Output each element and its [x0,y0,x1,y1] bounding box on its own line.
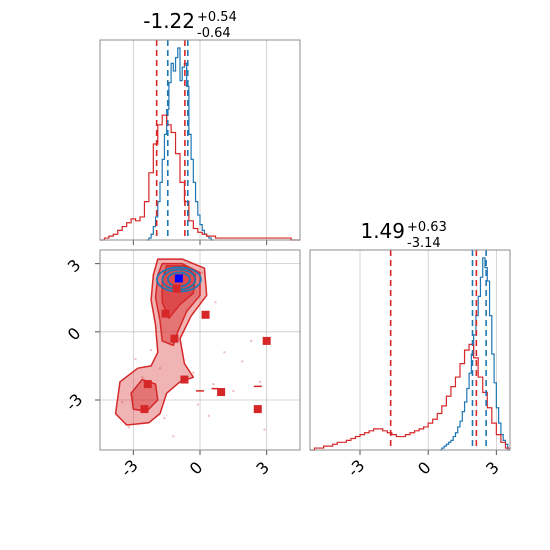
scatter-frame [99,249,301,451]
scatter-sample-dot-3 [192,371,195,374]
hist2-title-median: 1.49 [360,219,405,243]
scatter-blue-marker-0 [174,274,183,283]
hist1-title: -1.22 +0.54-0.64 [143,9,237,41]
scatter-sample-dot-12 [127,426,130,429]
scatter-sample-dot-8 [172,435,175,438]
scatter-sample-dot-1 [141,376,144,379]
hist1-blue-series [146,47,214,241]
scatter-red-marker-8 [140,405,149,414]
scatter-sample-dot-7 [121,401,124,404]
hist1-title-minus: -0.64 [197,26,231,41]
hist2-xtick-label-0: -3 [344,456,369,481]
hist1-red-series [100,114,300,241]
scatter-sample-dot-14 [214,301,217,304]
scatter-sample-dot-13 [201,271,204,274]
hist2-blue-series [439,257,510,451]
scatter-sample-dot-6 [259,380,261,383]
hist1-title-median: -1.22 [143,9,195,33]
hist1-title-plus: +0.54 [197,10,237,25]
scatter-red-marker-9 [253,405,262,414]
hist2-title-plus: +0.63 [407,220,447,235]
scatter-red-marker-3 [170,334,179,343]
scatter-red-marker-2 [201,310,210,319]
scatter-sample-dot-9 [207,414,210,417]
scatter-ytick-label-0: -3 [62,390,87,415]
hist2-frame [309,249,511,451]
scatter-red-marker-1 [161,309,170,318]
scatter-sample-dot-19 [163,417,166,420]
scatter-red-marker-6 [143,380,152,389]
scatter-sample-dot-17 [250,339,253,342]
scatter-red-marker-4 [180,375,189,384]
scatter-sample-dot-10 [263,428,266,431]
scatter-sample-dot-4 [212,383,215,386]
scatter-xtick-label-2: 3 [252,458,273,479]
hist2-xtick-label-2: 3 [482,458,503,479]
scatter-red-marker-5 [262,336,271,345]
scatter-ytick-label-2: 3 [64,255,85,276]
hist1-frame [99,39,301,241]
scatter-sample-dot-16 [223,351,226,354]
scatter-xtick-label-1: 0 [186,458,207,479]
hist2-title: 1.49 +0.63-3.14 [360,219,446,251]
scatter-red-marker-0 [172,284,181,293]
scatter-red-marker-7 [217,388,226,397]
scatter-sample-dot-5 [232,389,235,392]
scatter-ytick-label-1: 0 [64,324,85,345]
scatter-sample-dot-11 [241,360,244,363]
scatter-sample-dot-2 [159,367,161,370]
scatter-sample-dot-0 [134,358,137,361]
scatter-sample-dot-18 [196,403,199,406]
scatter-sample-dot-15 [150,349,153,351]
hist2-xtick-label-1: 0 [414,458,435,479]
hist2-title-minus: -3.14 [407,236,441,251]
hist2-red-series [310,343,511,451]
scatter-xtick-label-0: -3 [117,456,142,481]
